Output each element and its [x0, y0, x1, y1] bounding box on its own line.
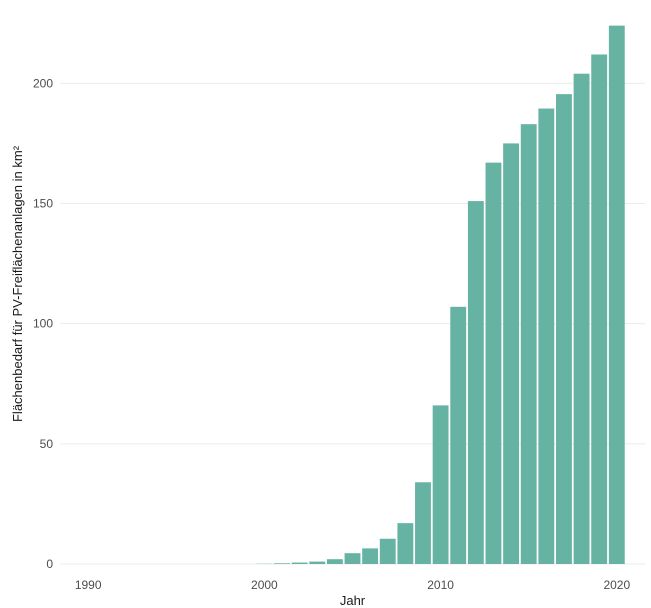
- bar-2008: [397, 523, 414, 564]
- x-tick-label: 2000: [251, 578, 278, 592]
- x-axis-title: Jahr: [340, 593, 366, 608]
- bar-2019: [591, 54, 608, 564]
- bar-2004: [326, 559, 343, 564]
- bar-2018: [573, 73, 590, 564]
- y-tick-label: 150: [33, 196, 53, 210]
- y-axis-title: Flächenbedarf für PV-Freiflächenanlagen …: [10, 145, 25, 422]
- bar-2020: [608, 25, 625, 564]
- bar-2002: [291, 562, 308, 564]
- bar-2013: [485, 162, 502, 565]
- bar-2003: [309, 561, 326, 564]
- bar-2001: [274, 563, 290, 564]
- y-tick-label: 100: [33, 317, 53, 331]
- bars: [256, 25, 625, 565]
- x-tick-label: 2010: [427, 578, 454, 592]
- x-tick-label: 2020: [603, 578, 630, 592]
- bar-2017: [556, 94, 572, 564]
- x-tick-label: 1990: [75, 578, 102, 592]
- bar-2014: [503, 143, 520, 564]
- bar-2015: [520, 124, 537, 564]
- bar-2012: [467, 201, 484, 564]
- y-tick-label: 50: [40, 437, 54, 451]
- bar-2007: [379, 538, 396, 564]
- y-tick-label: 200: [33, 76, 53, 90]
- y-axis-ticks: 0 50 100 150 200: [33, 76, 53, 571]
- bar-2010: [432, 405, 449, 564]
- x-axis-ticks: 1990 2000 2010 2020: [75, 578, 631, 592]
- bar-2011: [450, 306, 467, 564]
- bar-2006: [362, 548, 379, 564]
- bar-2009: [415, 482, 431, 564]
- bar-2005: [344, 553, 361, 564]
- bar-2016: [538, 108, 555, 565]
- y-tick-label: 0: [46, 557, 53, 571]
